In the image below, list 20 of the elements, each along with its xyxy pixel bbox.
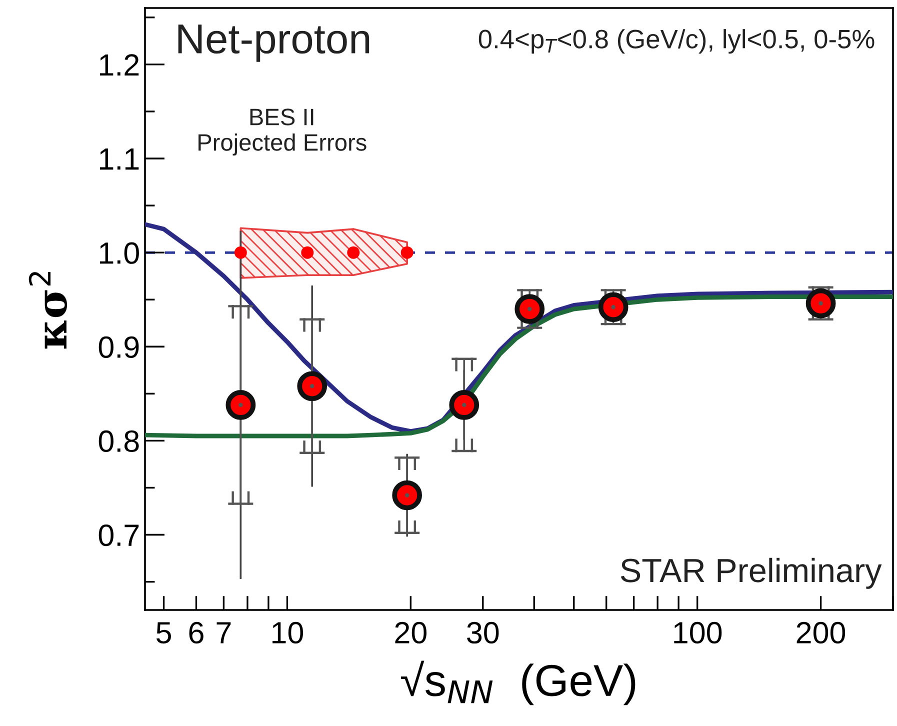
x-tick-label: 5 bbox=[156, 622, 171, 644]
y-axis-title: κσ$^{2}$ bbox=[28, 272, 68, 349]
x-tick-label: 6 bbox=[189, 622, 204, 644]
annotation: STAR Preliminary bbox=[620, 558, 882, 589]
annotation: Net-proton bbox=[178, 24, 370, 62]
y-tick-label: 0.7 bbox=[98, 524, 139, 546]
x-tick-label: 200 bbox=[796, 622, 846, 644]
annotation: 0.4<p$_{T}$<0.8 (GeV/c), lyl<0.5, 0-5% bbox=[478, 29, 874, 54]
x-tick-label: 7 bbox=[216, 622, 231, 644]
y-tick-label: 1.0 bbox=[100, 242, 139, 264]
y-tick-label: 0.9 bbox=[98, 336, 139, 358]
x-tick-label: 100 bbox=[674, 622, 722, 644]
y-tick-label: 0.8 bbox=[98, 430, 139, 452]
y-tick-label: 1.2 bbox=[100, 54, 139, 76]
y-tick-label: 1.1 bbox=[100, 148, 139, 170]
x-axis-title: √s$_{NN}$ (GeV) bbox=[400, 660, 636, 706]
annotation: BES II Projected Errors bbox=[198, 108, 366, 156]
x-tick-label: 10 bbox=[272, 622, 304, 644]
x-tick-label: 30 bbox=[467, 622, 499, 644]
x-tick-label: 20 bbox=[395, 622, 426, 644]
